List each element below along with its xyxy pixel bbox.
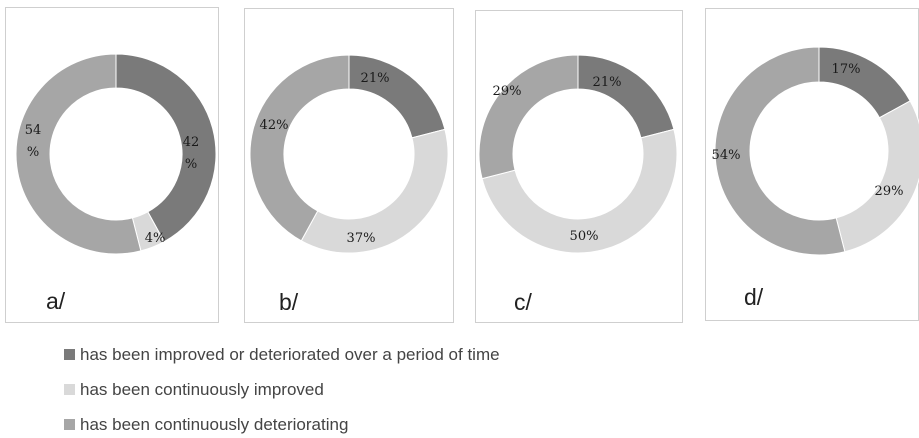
slice-label-c-improved: 50% — [570, 229, 599, 244]
slice-b-deteriorating — [249, 54, 350, 242]
slice-a-varying — [115, 53, 217, 243]
slice-label-d-varying: 17% — [832, 62, 861, 77]
slice-d-improved — [835, 100, 919, 253]
slice-d-deteriorating — [714, 46, 846, 256]
legend-label-deteriorating: has been continuously deteriorating — [80, 415, 349, 434]
slice-label-b-deteriorating: 42% — [260, 118, 289, 133]
donut-panel-a: 42% 4% 54% a/ — [5, 7, 219, 323]
panel-label-b: b/ — [279, 289, 299, 315]
slice-c-varying — [577, 54, 675, 139]
donut-chart-c: 21% 50% 29% — [478, 54, 678, 254]
legend-swatch-improved — [64, 384, 75, 395]
slice-label-b-improved: 37% — [347, 231, 376, 246]
slice-b-improved — [300, 128, 449, 254]
slice-label-a-varying: 42% — [183, 135, 200, 172]
legend-label-improved: has been continuously improved — [80, 380, 324, 399]
donut-panel-d: 17% 29% 54% d/ — [705, 8, 919, 321]
donut-panel-c: 21% 50% 29% c/ — [475, 10, 683, 323]
panel-label-c: c/ — [514, 289, 532, 315]
panel-label-d: d/ — [744, 284, 764, 310]
donut-panel-b: 21% 37% 42% b/ — [244, 8, 454, 323]
legend-swatch-varying — [64, 349, 75, 360]
slice-label-b-varying: 21% — [361, 71, 390, 86]
slice-label-c-deteriorating: 29% — [493, 84, 522, 99]
slice-c-improved — [481, 128, 678, 254]
slice-label-a-improved: 4% — [145, 231, 166, 246]
legend-swatch-deteriorating — [64, 419, 75, 430]
panel-label-a: a/ — [46, 288, 66, 314]
slice-label-d-improved: 29% — [875, 184, 904, 199]
slice-a-deteriorating — [15, 53, 142, 255]
slice-label-a-deteriorating: 54% — [25, 123, 42, 160]
donut-chart-a: 42 % 4% 54% — [15, 53, 217, 255]
slice-label-c-varying: 21% — [593, 75, 622, 90]
slice-b-varying — [348, 54, 446, 139]
slice-d-varying — [818, 46, 911, 119]
donut-chart-d: 17% 29% 54% — [712, 46, 919, 256]
donut-chart-b: 21% 37% 42% — [249, 54, 449, 254]
slice-label-d-deteriorating: 54% — [712, 148, 741, 163]
legend-label-varying: has been improved or deteriorated over a… — [80, 345, 500, 364]
slice-c-deteriorating — [478, 54, 579, 180]
